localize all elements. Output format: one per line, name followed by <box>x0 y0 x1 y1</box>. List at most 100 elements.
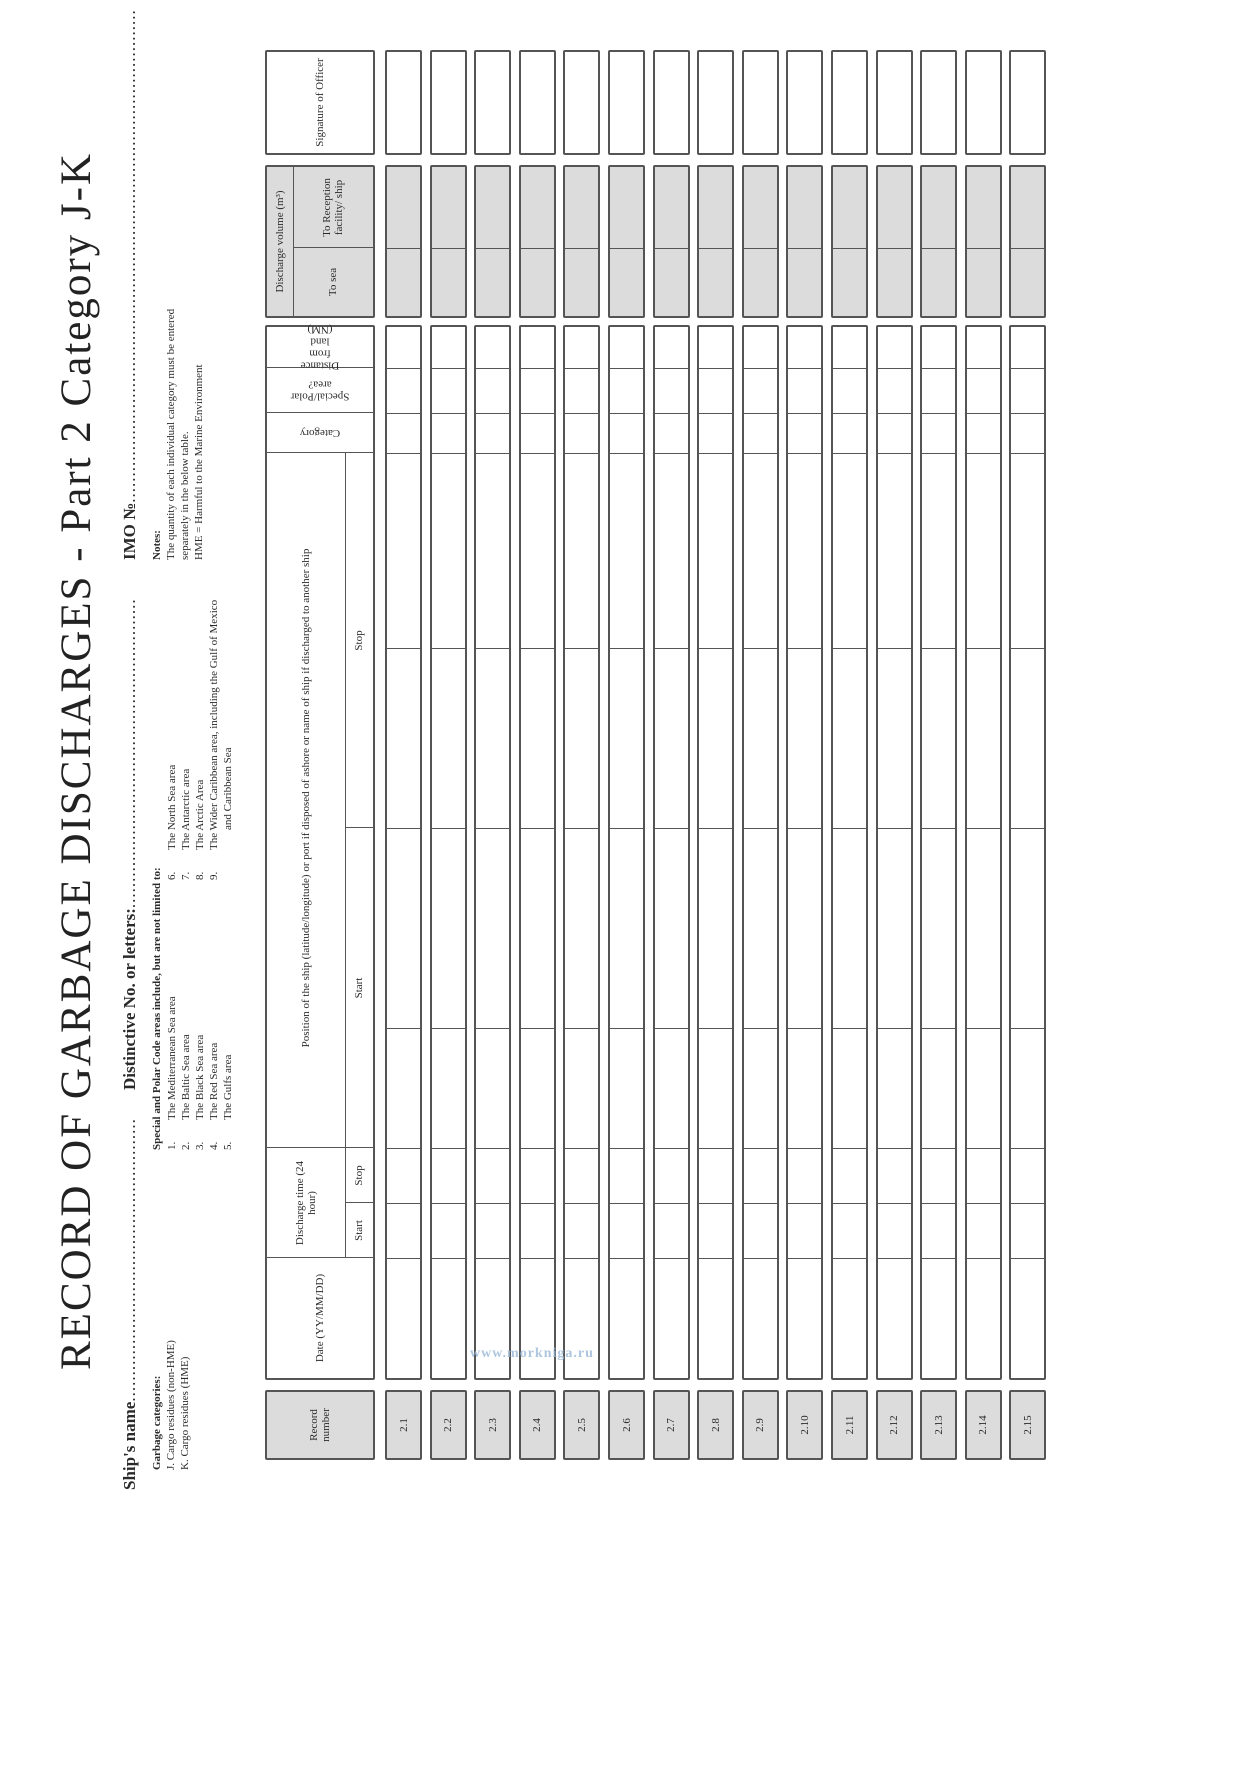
position-start-cell-b[interactable] <box>387 828 420 1028</box>
position-stop-cell-a[interactable] <box>922 648 956 828</box>
signature-cell[interactable] <box>964 50 1002 155</box>
to-reception-cell[interactable] <box>744 167 777 248</box>
position-stop-cell-b[interactable] <box>966 453 1000 648</box>
time-stop-cell[interactable] <box>1011 1148 1045 1203</box>
to-sea-cell[interactable] <box>833 248 866 316</box>
position-stop-cell-b[interactable] <box>654 453 688 648</box>
time-start-cell[interactable] <box>743 1203 777 1258</box>
position-stop-cell-b[interactable] <box>743 453 777 648</box>
signature-cell[interactable] <box>608 50 645 155</box>
time-start-cell[interactable] <box>922 1203 956 1258</box>
time-start-cell[interactable] <box>966 1203 1000 1258</box>
time-start-cell[interactable] <box>654 1203 688 1258</box>
distance-cell[interactable] <box>655 327 688 368</box>
position-stop-cell-b[interactable] <box>520 453 554 648</box>
position-stop-cell-b[interactable] <box>788 453 822 648</box>
category-cell[interactable] <box>833 413 866 453</box>
position-start-cell-b[interactable] <box>565 828 599 1028</box>
time-start-cell[interactable] <box>431 1203 465 1258</box>
to-reception-cell[interactable] <box>655 167 688 248</box>
position-start-cell-b[interactable] <box>833 828 866 1028</box>
position-start-cell-a[interactable] <box>833 1028 866 1148</box>
position-start-cell-a[interactable] <box>922 1028 956 1148</box>
to-sea-cell[interactable] <box>1011 248 1045 316</box>
position-stop-cell-a[interactable] <box>966 648 1000 828</box>
position-stop-cell-b[interactable] <box>833 453 866 648</box>
to-sea-cell[interactable] <box>743 248 777 316</box>
position-stop-cell-a[interactable] <box>877 648 911 828</box>
category-cell[interactable] <box>565 413 599 453</box>
distinctive-field[interactable]: Distinctive No. or letters:.............… <box>120 598 140 1090</box>
to-reception-cell[interactable] <box>387 167 420 248</box>
position-start-cell-b[interactable] <box>476 828 510 1028</box>
signature-cell[interactable] <box>786 50 824 155</box>
to-sea-cell[interactable] <box>654 248 688 316</box>
position-start-cell-b[interactable] <box>431 828 465 1028</box>
distance-cell[interactable] <box>565 327 598 368</box>
to-sea-cell[interactable] <box>699 248 733 316</box>
distance-cell[interactable] <box>833 327 866 368</box>
special-area-cell[interactable] <box>520 368 554 413</box>
distance-cell[interactable] <box>476 327 509 368</box>
to-sea-cell[interactable] <box>565 248 599 316</box>
time-start-cell[interactable] <box>387 1203 420 1258</box>
category-cell[interactable] <box>1011 413 1045 453</box>
distance-cell[interactable] <box>432 327 465 368</box>
position-start-cell-a[interactable] <box>1011 1028 1045 1148</box>
position-stop-cell-b[interactable] <box>922 453 956 648</box>
time-start-cell[interactable] <box>1011 1203 1045 1258</box>
position-start-cell-b[interactable] <box>743 828 777 1028</box>
to-sea-cell[interactable] <box>431 248 465 316</box>
position-start-cell-b[interactable] <box>610 828 643 1028</box>
position-start-cell-b[interactable] <box>922 828 956 1028</box>
date-cell[interactable] <box>922 1258 956 1378</box>
category-cell[interactable] <box>654 413 688 453</box>
distance-cell[interactable] <box>878 327 911 368</box>
position-start-cell-a[interactable] <box>966 1028 1000 1148</box>
time-stop-cell[interactable] <box>431 1148 465 1203</box>
special-area-cell[interactable] <box>788 368 822 413</box>
time-start-cell[interactable] <box>788 1203 822 1258</box>
time-start-cell[interactable] <box>520 1203 554 1258</box>
position-start-cell-a[interactable] <box>387 1028 420 1148</box>
date-cell[interactable] <box>833 1258 866 1378</box>
position-start-cell-a[interactable] <box>788 1028 822 1148</box>
to-reception-cell[interactable] <box>699 167 732 248</box>
position-stop-cell-a[interactable] <box>1011 648 1045 828</box>
distance-cell[interactable] <box>610 327 643 368</box>
to-reception-cell[interactable] <box>833 167 866 248</box>
position-start-cell-a[interactable] <box>877 1028 911 1148</box>
signature-cell[interactable] <box>474 50 512 155</box>
time-start-cell[interactable] <box>699 1203 733 1258</box>
signature-cell[interactable] <box>697 50 735 155</box>
to-reception-cell[interactable] <box>878 167 911 248</box>
to-reception-cell[interactable] <box>967 167 1000 248</box>
position-start-cell-b[interactable] <box>520 828 554 1028</box>
position-stop-cell-a[interactable] <box>565 648 599 828</box>
time-start-cell[interactable] <box>610 1203 643 1258</box>
position-start-cell-a[interactable] <box>431 1028 465 1148</box>
time-stop-cell[interactable] <box>476 1148 510 1203</box>
to-reception-cell[interactable] <box>1011 167 1044 248</box>
special-area-cell[interactable] <box>654 368 688 413</box>
special-area-cell[interactable] <box>387 368 420 413</box>
position-start-cell-a[interactable] <box>699 1028 733 1148</box>
position-stop-cell-b[interactable] <box>1011 453 1045 648</box>
signature-cell[interactable] <box>1009 50 1047 155</box>
to-reception-cell[interactable] <box>521 167 554 248</box>
time-stop-cell[interactable] <box>966 1148 1000 1203</box>
position-stop-cell-a[interactable] <box>788 648 822 828</box>
special-area-cell[interactable] <box>877 368 911 413</box>
position-start-cell-b[interactable] <box>654 828 688 1028</box>
to-sea-cell[interactable] <box>387 248 420 316</box>
special-area-cell[interactable] <box>833 368 866 413</box>
time-stop-cell[interactable] <box>610 1148 643 1203</box>
signature-cell[interactable] <box>920 50 958 155</box>
signature-cell[interactable] <box>875 50 913 155</box>
signature-cell[interactable] <box>831 50 868 155</box>
date-cell[interactable] <box>654 1258 688 1378</box>
position-start-cell-b[interactable] <box>966 828 1000 1028</box>
to-reception-cell[interactable] <box>565 167 598 248</box>
time-stop-cell[interactable] <box>699 1148 733 1203</box>
special-area-cell[interactable] <box>565 368 599 413</box>
